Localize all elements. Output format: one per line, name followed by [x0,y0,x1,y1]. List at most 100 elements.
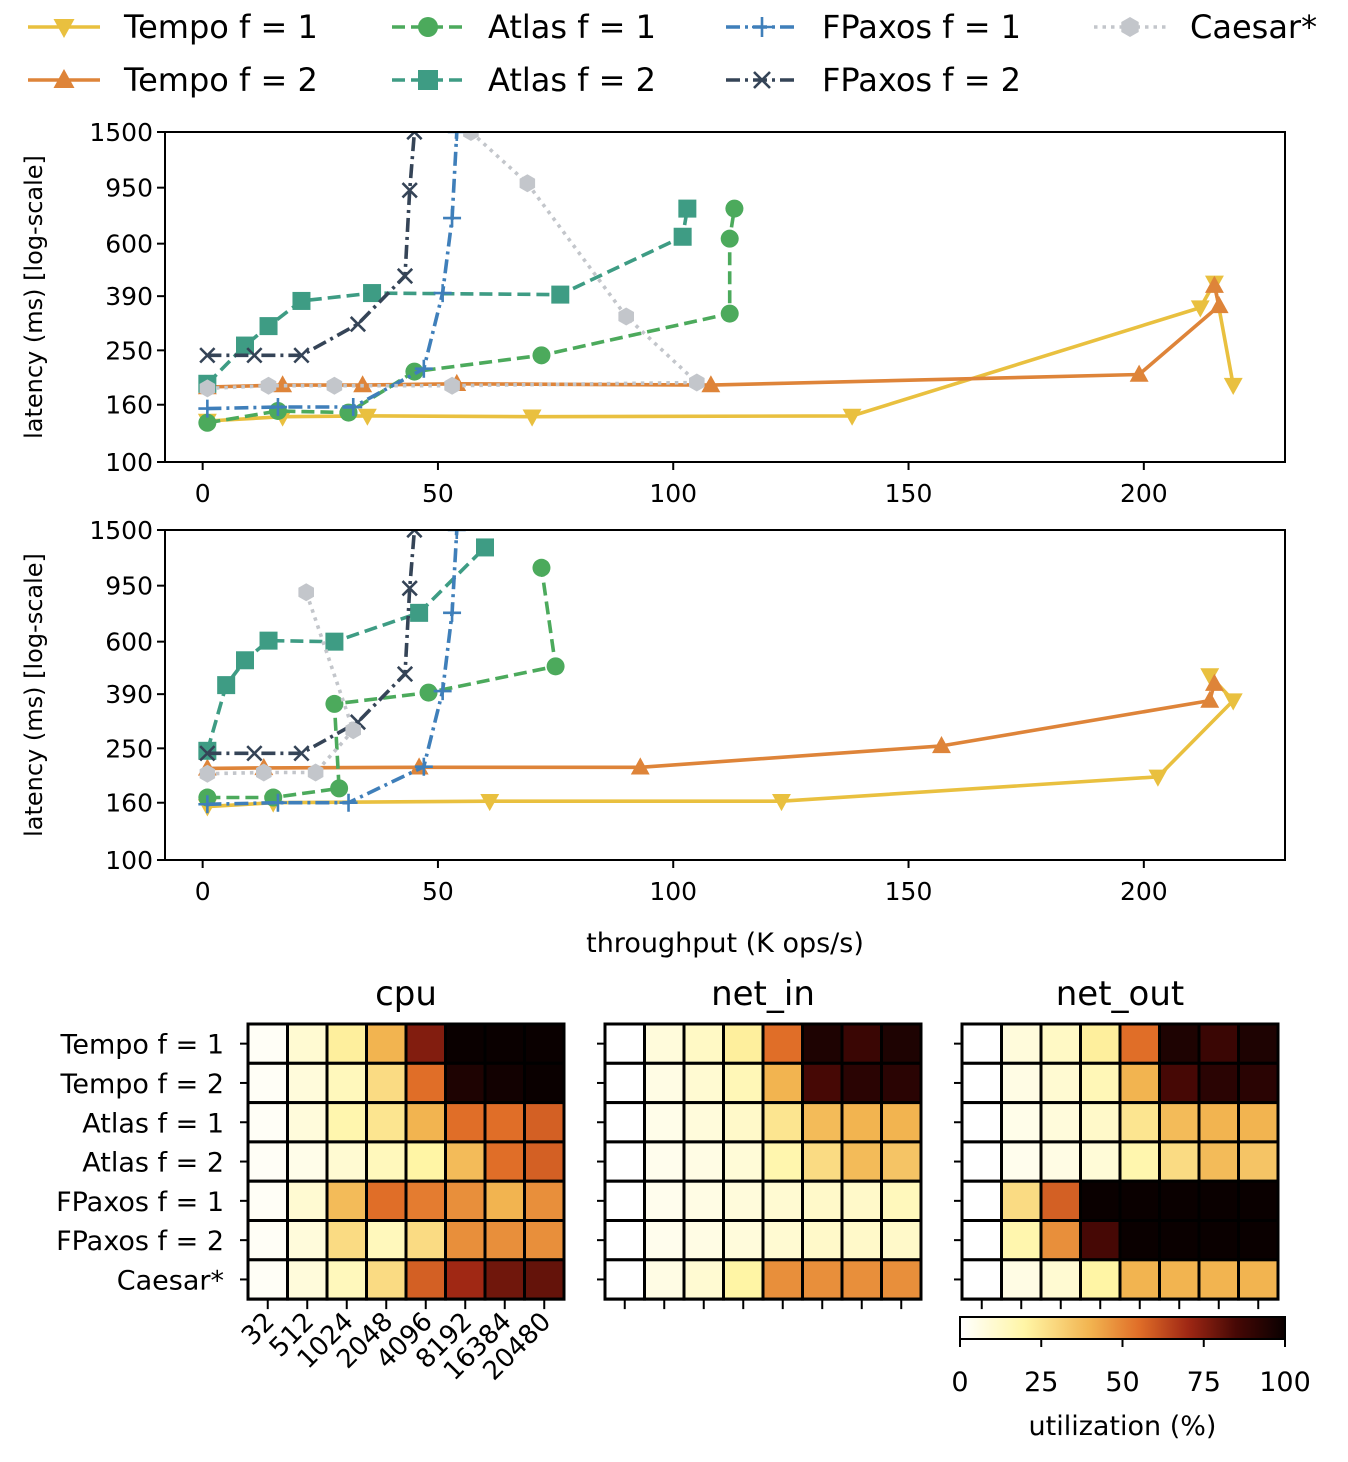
data-point-caesar [618,307,634,326]
data-point-fpaxos-f-2 [293,347,310,364]
heatmap-cell [1237,1179,1280,1222]
y-tick-label: 950 [105,572,153,601]
data-point-caesar [307,763,324,782]
data-point-fpaxos-f-2 [406,530,423,539]
legend-entry-caesar: Caesar* [1094,8,1317,46]
data-point-tempo-f-2 [1129,364,1149,382]
heatmap-cell [682,1022,725,1065]
data-point-atlas-f-1 [532,558,551,577]
heatmap-cell [1039,1179,1082,1222]
data-point-atlas-f-2 [410,603,429,622]
heatmap-cell [643,1258,686,1301]
heatmap-row-label: Caesar* [117,1265,224,1296]
y-tick-label: 1500 [89,118,153,147]
heatmap-cell [444,1061,487,1105]
heatmap-cell [1237,1022,1280,1065]
data-point-atlas-f-2 [292,291,311,310]
heatmap-cell [246,1258,289,1301]
data-point-fpaxos-f-1 [433,682,452,701]
series-caesar [199,583,361,783]
heatmap-cell [682,1140,725,1183]
heatmap-cell [682,1061,725,1105]
heatmap-cell [246,1101,289,1144]
heatmap-cell [1118,1140,1161,1183]
heatmap-cell [1118,1022,1161,1065]
heatmap-cell [1000,1179,1043,1222]
heatmap-cell [1158,1179,1201,1222]
series-line-caesar [207,132,699,391]
heatmap-cell [1158,1258,1201,1301]
data-point-fpaxos-f-1 [447,530,466,539]
heatmap-cell [286,1101,329,1144]
heatmap-cell [483,1179,526,1222]
heatmap-cell [801,1258,844,1301]
heatmap-cell [761,1179,804,1222]
heatmap-cell [761,1022,804,1065]
heatmap-cell [722,1061,765,1105]
x-tick-label: 0 [195,877,211,906]
heatmap-cell [483,1061,526,1105]
legend-marker-plus-icon [752,17,772,37]
heatmap-cell [880,1258,923,1301]
heatmap-cell [801,1101,844,1144]
data-point-fpaxos-f-2 [199,745,216,762]
heatmap-cell [761,1140,804,1183]
heatmap-cell [761,1219,804,1262]
heatmap-cell [722,1022,765,1065]
heatmap-title: net_out [1056,974,1184,1014]
line-chart-top: 100 160 250 390 600 950 1500 0 50 100 150 200 latenc… [20,118,1286,508]
heatmap-cell [523,1219,566,1262]
heatmap-cell [1118,1179,1161,1222]
heatmap-cell [444,1022,487,1065]
data-point-atlas-f-2 [325,632,344,651]
heatmap-cell [643,1061,686,1105]
heatmap-cell [840,1140,883,1183]
heatmap-cell [722,1258,765,1301]
data-point-tempo-f-2 [1205,673,1224,691]
heatmap-cell [404,1219,447,1262]
colorbar: 0 25 50 75 100 utilization (%) [951,1316,1311,1442]
data-point-tempo-f-1 [1223,377,1243,395]
heatmap-cell [444,1219,487,1262]
series-fpaxos-f-2 [199,132,423,364]
data-point-fpaxos-f-1 [268,793,287,812]
heatmap-cell [682,1101,725,1144]
heatmap-cell [1000,1101,1043,1144]
data-point-caesar [199,764,216,783]
heatmap-cell [761,1258,804,1301]
data-point-fpaxos-f-2 [349,316,367,333]
x-tick-label: 50 [422,877,454,906]
data-point-atlas-f-1 [330,779,349,798]
data-point-caesar [444,376,460,395]
heatmap-row-label: FPaxos f = 1 [56,1187,224,1218]
heatmap-cell [1039,1061,1082,1105]
heatmap-cell [1039,1140,1082,1183]
heatmap-cell [365,1061,408,1105]
heatmap-cell [1158,1101,1201,1144]
data-point-fpaxos-f-2 [406,132,423,141]
legend-marker-triangle-down-icon [53,19,75,38]
y-tick-label: 390 [105,680,153,709]
heatmap-cell [325,1140,368,1183]
heatmap-row-label: Tempo f = 2 [59,1069,224,1100]
heatmap-cell [1079,1140,1122,1183]
data-point-atlas-f-1 [198,413,217,432]
heatmap-cell [880,1101,923,1144]
data-point-atlas-f-2 [476,538,494,557]
heatmap-cell [880,1022,923,1065]
data-point-caesar [260,376,277,395]
y-axis-label: latency (ms) [log-scale] [20,155,48,439]
heatmap-cell [960,1258,1003,1301]
y-tick-label: 600 [105,628,153,657]
data-point-tempo-f-2 [273,375,293,393]
heatmap-cell [325,1061,368,1105]
data-point-atlas-f-2 [673,227,692,246]
series-line-atlas-f-1 [207,208,737,425]
heatmap-cell [1039,1258,1082,1301]
heatmap-cell [286,1179,329,1222]
heatmap-cell [1237,1101,1280,1144]
heatmap-title: cpu [375,974,437,1014]
heatmap-cell [840,1258,883,1301]
data-point-fpaxos-f-1 [268,398,287,417]
data-point-caesar [345,721,361,740]
